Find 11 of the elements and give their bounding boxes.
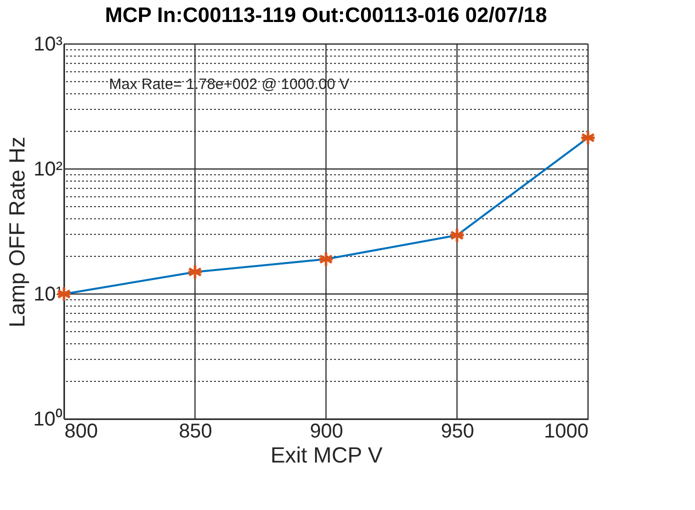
x-tick-label: 950	[440, 420, 474, 442]
chart-title: MCP In:C00113-119 Out:C00113-016 02/07/18	[104, 4, 548, 27]
x-tick-label: 800	[64, 420, 98, 442]
y-tick-label: 10²	[34, 158, 63, 180]
x-axis-title: Exit MCP V	[270, 442, 383, 468]
x-tick-label: 1000	[544, 420, 588, 442]
y-axis-title: Lamp OFF Rate Hz	[4, 136, 30, 328]
x-tick-label: 850	[178, 420, 212, 442]
y-tick-label: 10⁰	[33, 408, 62, 430]
y-tick-label: 10³	[34, 34, 63, 56]
x-tick-label: 900	[310, 420, 344, 442]
